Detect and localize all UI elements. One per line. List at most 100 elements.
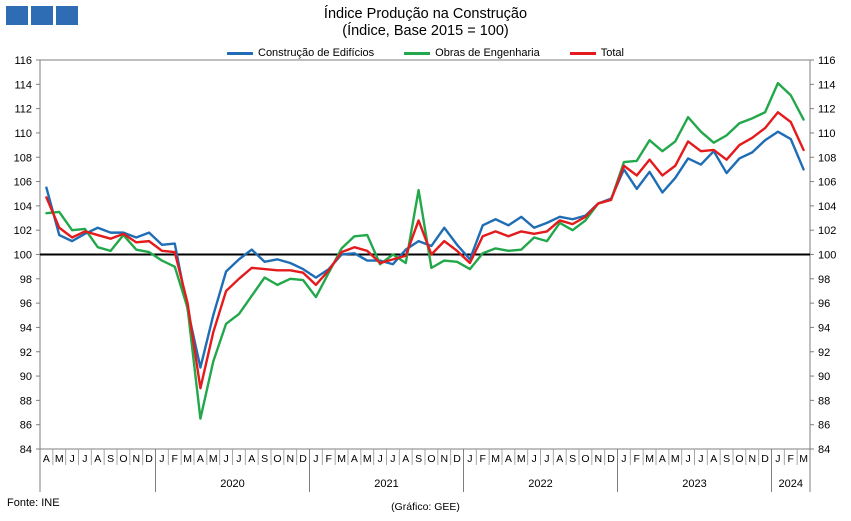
month-label: J: [544, 453, 549, 465]
y-tick-label-right: 94: [818, 322, 830, 334]
month-label: J: [531, 453, 536, 465]
chart-title: Índice Produção na Construção (Índice, B…: [0, 6, 851, 40]
y-tick-label-right: 100: [818, 250, 836, 262]
y-tick-label-left: 98: [20, 274, 32, 286]
month-label: F: [788, 453, 794, 465]
legend-item-edificios: Construção de Edifícios: [227, 47, 374, 59]
logo-square: [56, 6, 78, 25]
y-tick-label-right: 116: [818, 55, 836, 67]
chart-title-line1: Índice Produção na Construção: [323, 6, 528, 22]
month-label: O: [427, 453, 435, 465]
y-tick-label-right: 98: [818, 274, 830, 286]
y-tick-label-right: 114: [818, 79, 836, 91]
y-tick-label-left: 108: [14, 152, 32, 164]
month-label: J: [236, 453, 241, 465]
month-label: O: [119, 453, 127, 465]
source-note: Fonte: INE: [7, 497, 60, 509]
month-label: M: [517, 453, 526, 465]
month-label: S: [723, 453, 730, 465]
legend-item-total: Total: [569, 47, 624, 59]
month-label: A: [659, 453, 666, 465]
y-tick-label-left: 112: [14, 104, 32, 116]
month-label: D: [299, 453, 307, 465]
year-label: 2023: [682, 478, 706, 490]
y-tick-label-right: 112: [818, 104, 836, 116]
year-label: 2020: [220, 478, 244, 490]
month-label: A: [197, 453, 204, 465]
series-line-edificios: [45, 130, 805, 369]
month-label: A: [505, 453, 512, 465]
y-tick-label-left: 88: [20, 395, 32, 407]
credit-note: (Gráfico: GEE): [391, 501, 460, 513]
month-label: M: [671, 453, 680, 465]
month-label: N: [748, 453, 756, 465]
month-label: J: [159, 453, 164, 465]
month-label: J: [467, 453, 472, 465]
series-line-total: [45, 111, 805, 390]
month-label: A: [248, 453, 255, 465]
month-label: D: [453, 453, 461, 465]
month-label: N: [286, 453, 294, 465]
y-tick-label-right: 96: [818, 298, 830, 310]
y-tick-label-left: 96: [20, 298, 32, 310]
y-tick-label-left: 102: [14, 225, 32, 237]
series-line-engenharia: [45, 81, 805, 420]
month-label: A: [43, 453, 50, 465]
month-label: N: [594, 453, 602, 465]
month-label: A: [556, 453, 563, 465]
month-label: S: [261, 453, 268, 465]
month-label: J: [621, 453, 626, 465]
month-label: A: [94, 453, 101, 465]
month-label: M: [491, 453, 500, 465]
y-tick-label-right: 84: [818, 444, 830, 456]
y-tick-label-right: 86: [818, 420, 830, 432]
legend-label-engenharia: Obras de Engenharia: [435, 47, 540, 59]
year-label: 2021: [374, 478, 398, 490]
legend: Construção de Edifícios Obras de Engenha…: [0, 47, 851, 59]
logo-square: [6, 6, 28, 25]
month-label: F: [634, 453, 640, 465]
y-tick-label-left: 114: [14, 79, 32, 91]
month-label: M: [645, 453, 654, 465]
month-label: J: [377, 453, 382, 465]
y-tick-label-left: 104: [14, 201, 32, 213]
month-label: S: [415, 453, 422, 465]
y-tick-label-left: 84: [20, 444, 32, 456]
y-tick-label-right: 110: [818, 128, 836, 140]
y-tick-label-right: 102: [818, 225, 836, 237]
y-tick-label-left: 100: [14, 250, 32, 262]
legend-swatch-engenharia: [404, 51, 431, 55]
legend-label-edificios: Construção de Edifícios: [258, 47, 375, 59]
logo: [6, 6, 78, 25]
y-tick-label-left: 110: [14, 128, 32, 140]
chart-title-line2: (Índice, Base 2015 = 100): [342, 23, 509, 39]
y-tick-label-right: 108: [818, 152, 836, 164]
month-label: D: [145, 453, 153, 465]
logo-square: [31, 6, 53, 25]
month-label: F: [480, 453, 486, 465]
month-label: O: [273, 453, 281, 465]
y-tick-label-left: 90: [20, 371, 32, 383]
month-label: J: [390, 453, 395, 465]
month-label: N: [440, 453, 448, 465]
legend-swatch-edificios: [227, 51, 253, 55]
month-label: O: [735, 453, 743, 465]
month-label: J: [685, 453, 690, 465]
month-label: O: [581, 453, 589, 465]
y-tick-label-left: 92: [20, 347, 32, 359]
month-label: A: [710, 453, 717, 465]
y-tick-label-left: 94: [20, 322, 32, 334]
month-label: J: [82, 453, 87, 465]
y-tick-label-left: 116: [14, 55, 32, 67]
y-tick-label-right: 92: [818, 347, 830, 359]
month-label: M: [337, 453, 346, 465]
year-label: 2022: [528, 478, 552, 490]
month-label: J: [223, 453, 228, 465]
month-label: F: [172, 453, 178, 465]
legend-label-total: Total: [600, 47, 624, 59]
y-tick-label-right: 106: [818, 177, 836, 189]
month-label: D: [761, 453, 769, 465]
month-label: J: [313, 453, 318, 465]
month-label: F: [326, 453, 332, 465]
